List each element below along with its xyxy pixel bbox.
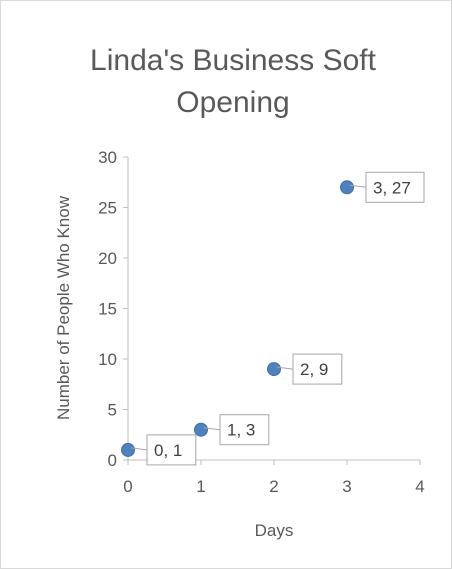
data-point [340,180,354,195]
data-label: 0, 1 [154,441,182,460]
data-label-leader [276,366,294,370]
x-tick-label: 2 [269,477,278,496]
data-label: 2, 9 [300,360,328,379]
x-axis-title: Days [255,521,294,540]
y-tick-label: 25 [98,199,117,218]
data-label-box [146,434,197,466]
data-label-box [292,353,343,385]
y-tick-label: 30 [98,148,117,167]
data-label: 3, 27 [373,178,411,197]
y-tick-label: 20 [98,249,117,268]
y-tick-labels: 0 5 10 15 20 25 30 [98,148,117,470]
data-label-leader [203,427,221,431]
data-point [121,442,135,457]
data-label-box [219,414,270,446]
data-point [194,422,208,437]
x-tick-label: 0 [123,477,132,496]
y-tick-label: 10 [98,350,117,369]
data-label-leader [130,447,148,451]
x-tick-label: 1 [196,477,205,496]
y-tick-label: 15 [98,300,117,319]
axes [123,156,421,465]
x-tick-label: 4 [415,477,424,496]
x-tick-label: 3 [342,477,351,496]
y-axis-title: Number of People Who Know [54,195,73,420]
y-tick-label: 5 [108,401,117,420]
chart-title-line-2: Opening [176,86,289,119]
data-label: 1, 3 [227,421,255,440]
chart-title-line-1: Linda's Business Soft [90,44,377,77]
data-label-box [365,171,425,203]
data-points [121,180,354,457]
data-point [267,362,281,377]
y-tick-label: 0 [108,451,117,470]
data-label-leader [349,184,367,188]
x-tick-labels: 0 1 2 3 4 [123,477,424,496]
data-labels: 0, 1 1, 3 2, 9 3, 27 [130,171,425,466]
